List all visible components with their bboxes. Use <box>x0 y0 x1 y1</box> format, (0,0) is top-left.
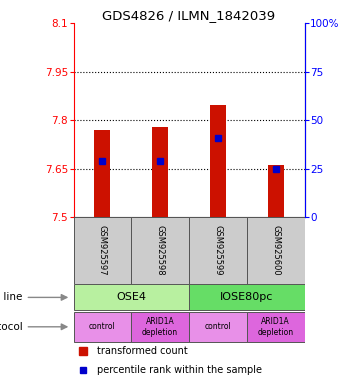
Text: OSE4: OSE4 <box>116 292 146 302</box>
Bar <box>94 130 111 217</box>
Title: GDS4826 / ILMN_1842039: GDS4826 / ILMN_1842039 <box>103 9 275 22</box>
Bar <box>189 217 247 284</box>
Bar <box>74 217 131 284</box>
Text: percentile rank within the sample: percentile rank within the sample <box>97 365 261 375</box>
Text: ARID1A
depletion: ARID1A depletion <box>142 317 178 336</box>
Text: cell line: cell line <box>0 292 67 302</box>
Bar <box>247 312 304 342</box>
Bar <box>152 126 168 217</box>
Text: GSM925600: GSM925600 <box>271 225 280 276</box>
Text: transformed count: transformed count <box>97 346 187 356</box>
Bar <box>189 284 304 311</box>
Text: IOSE80pc: IOSE80pc <box>220 292 273 302</box>
Text: protocol: protocol <box>0 322 67 332</box>
Bar <box>131 217 189 284</box>
Bar <box>210 106 226 217</box>
Bar <box>131 312 189 342</box>
Bar <box>267 166 284 217</box>
Bar <box>189 312 247 342</box>
Text: GSM925597: GSM925597 <box>98 225 107 276</box>
Text: GSM925599: GSM925599 <box>214 225 222 276</box>
Bar <box>74 312 131 342</box>
Text: control: control <box>89 322 116 331</box>
Text: GSM925598: GSM925598 <box>156 225 164 276</box>
Text: ARID1A
depletion: ARID1A depletion <box>258 317 294 336</box>
Text: control: control <box>204 322 231 331</box>
Bar <box>74 284 189 311</box>
Bar <box>247 217 304 284</box>
